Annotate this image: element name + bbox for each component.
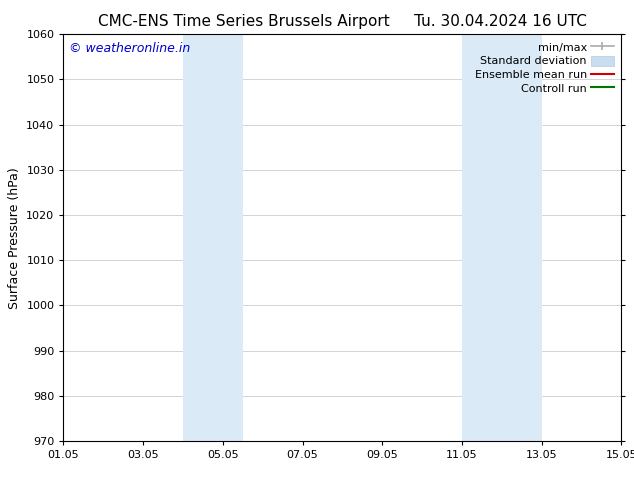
Legend: min/max, Standard deviation, Ensemble mean run, Controll run: min/max, Standard deviation, Ensemble me… [472, 40, 616, 96]
Bar [462, 34, 541, 441]
Title: CMC-ENS Time Series Brussels Airport     Tu. 30.04.2024 16 UTC: CMC-ENS Time Series Brussels Airport Tu.… [98, 14, 587, 29]
Y-axis label: Surface Pressure (hPa): Surface Pressure (hPa) [8, 167, 21, 309]
Text: © weatheronline.in: © weatheronline.in [69, 43, 190, 55]
Bar [183, 34, 243, 441]
